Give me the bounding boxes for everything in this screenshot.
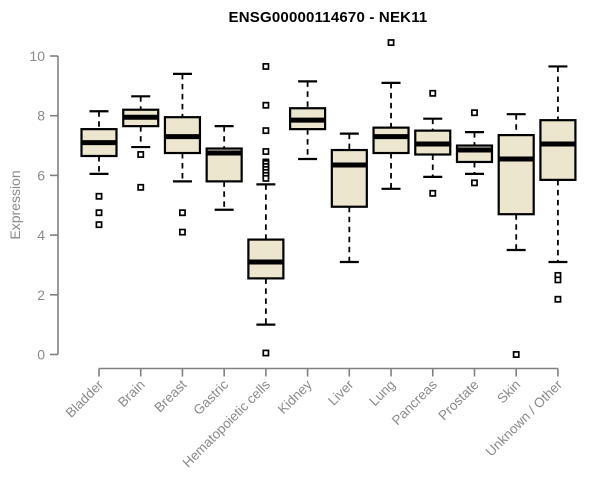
outlier-point (178, 209, 186, 217)
outlier-point (95, 221, 103, 229)
box-pancreas (414, 89, 452, 197)
box-brain (122, 95, 160, 191)
y-axis-title: Expression (7, 170, 23, 240)
outlier-point (262, 101, 270, 109)
outlier-point (554, 276, 562, 284)
box-prostate (455, 109, 494, 187)
outlier-point (554, 295, 562, 303)
x-tick-label-brain: Brain (115, 377, 148, 410)
outlier-point (137, 151, 145, 158)
x-tick-label-gastric: Gastric (190, 377, 231, 418)
box-gastric (205, 125, 243, 211)
iqr-box (247, 238, 285, 280)
x-tick-label-prostate: Prostate (435, 377, 481, 423)
outlier-point (262, 174, 270, 182)
outlier-point (471, 109, 478, 117)
y-tick-label: 6 (37, 167, 45, 183)
iqr-box (539, 119, 577, 181)
box-skin (497, 113, 535, 358)
box-breast (163, 72, 202, 236)
box-bladder (80, 110, 118, 229)
x-tick-label-unknown-other: Unknown / Other (483, 377, 566, 460)
x-tick-label-lung: Lung (366, 377, 398, 409)
outlier-point (429, 189, 437, 197)
outlier-point (262, 349, 270, 357)
iqr-box (497, 134, 535, 216)
y-tick-label: 0 (37, 347, 45, 363)
box-hematopoietic-cells (247, 62, 285, 357)
box-liver (330, 132, 368, 264)
y-tick-label: 2 (37, 287, 45, 303)
outlier-point (262, 148, 270, 155)
y-tick-label: 10 (29, 48, 45, 64)
outlier-point (137, 183, 145, 191)
outlier-point (387, 39, 395, 47)
iqr-box (330, 148, 368, 208)
x-tick-label-pancreas: Pancreas (389, 377, 440, 428)
y-tick-label: 4 (37, 227, 45, 243)
x-tick-label-skin: Skin (494, 377, 523, 406)
outlier-point (95, 192, 103, 200)
chart-title: ENSG00000114670 - NEK11 (228, 9, 428, 26)
outlier-point (178, 228, 186, 236)
box-kidney (289, 80, 327, 161)
x-tick-label-breast: Breast (151, 377, 189, 415)
iqr-box (372, 126, 410, 155)
outlier-point (429, 89, 437, 97)
x-tick-label-kidney: Kidney (275, 377, 315, 417)
box-unknown-other (539, 65, 577, 303)
x-tick-label-liver: Liver (325, 377, 357, 409)
outlier-point (471, 179, 478, 187)
y-tick-label: 8 (37, 108, 45, 124)
outlier-point (95, 209, 103, 217)
x-tick-label-bladder: Bladder (63, 377, 107, 421)
outlier-point (262, 62, 270, 70)
box-lung (372, 39, 410, 190)
outlier-point (512, 351, 520, 358)
outlier-point (262, 127, 270, 135)
